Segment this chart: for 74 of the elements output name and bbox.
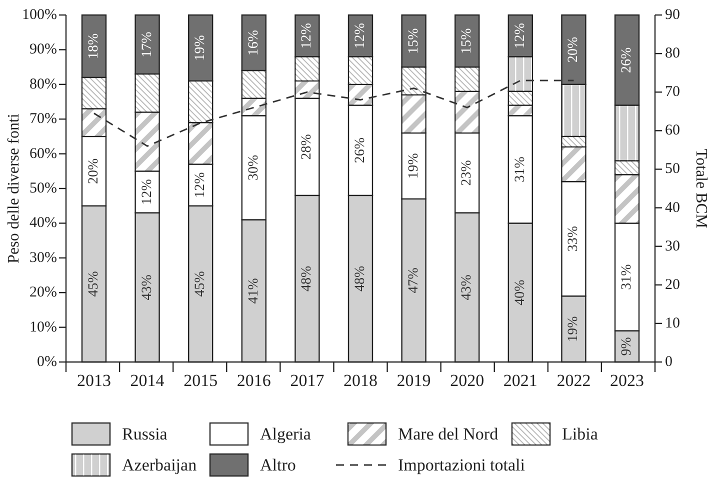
x-tick-label: 2023 [610, 371, 644, 390]
y-tick-label: 70% [30, 111, 57, 128]
x-tick-label: 2019 [396, 371, 431, 390]
y-tick-label: 30% [30, 250, 57, 266]
data-label: 31% [512, 156, 528, 182]
data-label: 19% [193, 34, 208, 61]
data-label: 23% [460, 160, 475, 186]
y-tick-label: 10% [30, 319, 57, 336]
y2-tick-label: 40 [665, 200, 680, 216]
data-label: 20% [86, 158, 102, 184]
x-tick-label: 2020 [450, 371, 484, 390]
data-label: 40% [512, 279, 528, 306]
y2-tick-label: 50 [665, 161, 680, 178]
data-label: 26% [620, 46, 635, 73]
data-label: 43% [140, 274, 155, 300]
x-tick-label: 2018 [344, 371, 378, 390]
x-tick-label: 2016 [236, 371, 271, 390]
data-label: 16% [246, 30, 262, 56]
data-label: 28% [300, 134, 315, 160]
data-label: 9% [620, 336, 635, 356]
x-tick-label: 2017 [290, 371, 325, 390]
x-tick-label: 2013 [76, 371, 111, 390]
x-tick-label: 2014 [130, 371, 165, 390]
data-label: 33% [566, 226, 582, 252]
y2-tick-label: 10 [665, 315, 680, 332]
y-axis-title: Peso delle diverse fonti [6, 113, 22, 264]
y-tick-label: 0% [37, 354, 57, 370]
data-label: 12% [300, 22, 315, 49]
data-label: 15% [406, 28, 422, 54]
x-tick-label: 2015 [184, 371, 218, 390]
legend-label: Algeria [260, 424, 312, 444]
y2-tick-label: 80 [665, 46, 680, 62]
data-label: 18% [86, 33, 102, 60]
data-label: 12% [193, 172, 208, 198]
legend-label: Azerbaijan [122, 456, 198, 474]
data-label: 47% [406, 267, 422, 294]
data-label: 31% [620, 264, 635, 290]
data-label: 17% [140, 31, 155, 58]
data-label: 30% [246, 154, 262, 181]
data-label: 48% [300, 266, 315, 292]
data-label: 45% [193, 270, 208, 297]
y2-axis-title: Totale BCM [692, 148, 710, 228]
data-label: 12% [512, 22, 528, 49]
y2-tick-label: 20 [665, 276, 680, 293]
y-tick-label: 50% [30, 180, 57, 196]
x-tick-label: 2022 [556, 371, 591, 390]
y2-tick-label: 70 [665, 84, 680, 100]
y2-tick-label: 0 [665, 354, 672, 370]
legend-label: Russia [122, 424, 168, 444]
y-tick-label: 100% [22, 7, 57, 23]
y2-tick-label: 30 [665, 238, 680, 254]
legend-label: Libia [562, 424, 598, 444]
y-tick-label: 20% [30, 284, 57, 301]
data-label: 26% [353, 137, 368, 164]
data-label: 43% [460, 274, 475, 300]
x-tick-label: 2021 [503, 371, 538, 390]
data-label: 45% [86, 270, 102, 297]
data-label: 15% [460, 28, 475, 54]
y-tick-label: 90% [30, 42, 57, 58]
legend-label: Mare del Nord [398, 424, 499, 444]
y-tick-label: 80% [30, 76, 57, 92]
y-tick-label: 60% [30, 146, 57, 162]
data-label: 20% [566, 36, 582, 63]
legend-label: Importazioni totali [398, 456, 526, 474]
data-label: 48% [353, 266, 368, 292]
y2-tick-label: 60 [665, 122, 680, 139]
y2-tick-label: 90 [665, 7, 680, 23]
legend-label: Altro [260, 456, 296, 474]
data-label: 41% [246, 278, 262, 304]
data-label: 19% [406, 152, 422, 179]
y-tick-label: 40% [30, 215, 57, 232]
data-label: 19% [566, 316, 582, 342]
data-label: 12% [140, 178, 155, 205]
data-label: 12% [353, 22, 368, 49]
